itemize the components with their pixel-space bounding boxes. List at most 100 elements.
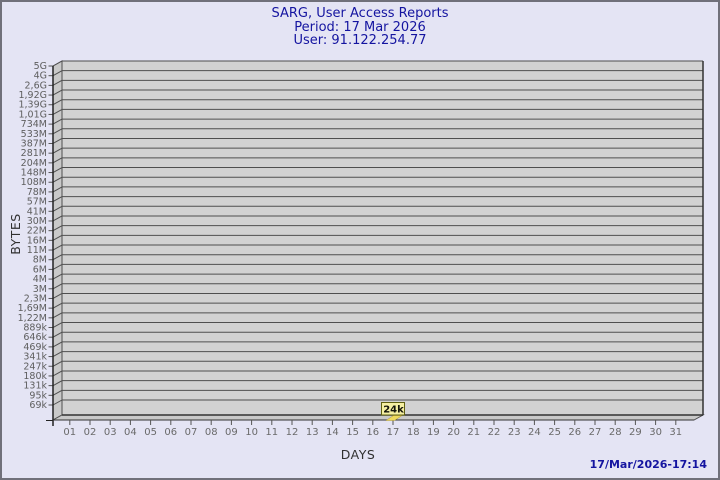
- x-tick-label: 26: [568, 427, 581, 438]
- x-tick-label: 06: [164, 427, 177, 438]
- y-wall-diagonal: [52, 215, 63, 222]
- plot-left-wall: [52, 60, 63, 421]
- y-tick-label: 41M: [27, 206, 47, 217]
- x-tick-label: 22: [488, 427, 501, 438]
- y-tick-label: 646k: [23, 332, 47, 343]
- x-tick-label: 01: [63, 427, 76, 438]
- x-tick-label: 20: [447, 427, 460, 438]
- y-tick-label: 16M: [27, 235, 47, 246]
- x-tick-label: 30: [649, 427, 662, 438]
- y-tick-label: 108M: [21, 177, 47, 188]
- y-wall-diagonal: [52, 244, 63, 251]
- x-tick-label: 02: [84, 427, 97, 438]
- y-wall-diagonal: [52, 234, 63, 241]
- y-tick-label: 4M: [33, 274, 47, 285]
- y-wall-diagonal: [52, 176, 63, 183]
- y-wall-diagonal: [52, 302, 63, 309]
- x-tick-label: 28: [609, 427, 622, 438]
- report-title: SARG, User Access Reports: [271, 6, 449, 21]
- y-axis-title: BYTES: [8, 213, 23, 255]
- y-tick-label: 22M: [27, 226, 47, 237]
- y-tick-label: 281M: [21, 148, 47, 159]
- y-wall-diagonal: [52, 196, 63, 203]
- y-tick-label: 2,3M: [24, 293, 47, 304]
- y-wall-diagonal: [52, 205, 63, 212]
- y-tick-label: 69k: [29, 400, 47, 411]
- x-tick-label: 21: [467, 427, 480, 438]
- x-tick-label: 29: [629, 427, 642, 438]
- value-tooltip: [381, 402, 405, 416]
- y-wall-diagonal: [52, 351, 63, 358]
- x-tick-label: 11: [265, 427, 278, 438]
- x-tick-label: 23: [508, 427, 521, 438]
- y-tick-label: 341k: [23, 352, 47, 363]
- report-period: Period: 17 Mar 2026: [294, 19, 426, 35]
- x-tick-label: 08: [205, 427, 218, 438]
- y-tick-label: 3M: [33, 284, 47, 295]
- y-tick-label: 8M: [33, 255, 47, 266]
- y-tick-label: 734M: [21, 119, 47, 130]
- y-tick-label: 1,92G: [18, 90, 47, 101]
- y-wall-diagonal: [52, 108, 63, 115]
- x-tick-label: 17: [387, 427, 400, 438]
- y-wall-diagonal: [52, 370, 63, 377]
- y-wall-diagonal: [52, 273, 63, 280]
- y-wall-diagonal: [52, 322, 63, 328]
- y-tick-label: 1,69M: [18, 303, 47, 314]
- y-wall-diagonal: [52, 380, 63, 387]
- y-tick-label: 204M: [21, 158, 47, 169]
- y-wall-diagonal: [52, 147, 63, 154]
- x-tick-label: 04: [124, 427, 137, 438]
- y-wall-diagonal: [52, 186, 63, 193]
- x-tick-label: 27: [589, 427, 602, 438]
- y-tick-label: 533M: [21, 129, 47, 140]
- y-wall-diagonal: [52, 70, 63, 77]
- x-tick-label: 13: [306, 427, 319, 438]
- y-tick-label: 1,01G: [18, 109, 47, 120]
- y-tick-label: 2,6G: [25, 80, 47, 91]
- y-wall-diagonal: [52, 399, 63, 406]
- y-tick-label: 180k: [23, 371, 47, 382]
- y-wall-diagonal: [52, 138, 63, 144]
- y-wall-diagonal: [52, 79, 63, 86]
- y-tick-label: 11M: [27, 245, 47, 256]
- y-wall-diagonal: [52, 157, 63, 164]
- y-wall-diagonal: [52, 99, 63, 106]
- y-tick-label: 95k: [29, 390, 47, 401]
- y-tick-label: 6M: [33, 264, 47, 275]
- generated-timestamp: 17/Mar/2026-17:14: [589, 458, 707, 471]
- plot-back-wall: [62, 61, 703, 415]
- y-tick-label: 889k: [23, 323, 47, 334]
- y-wall-diagonal: [52, 283, 63, 290]
- x-tick-label: 10: [245, 427, 258, 438]
- y-wall-diagonal: [52, 360, 63, 367]
- x-tick-label: 24: [528, 427, 541, 438]
- y-wall-diagonal: [52, 167, 63, 173]
- y-wall-diagonal: [52, 89, 63, 96]
- y-wall-diagonal: [52, 60, 63, 67]
- y-wall-diagonal: [52, 128, 63, 135]
- y-wall-diagonal: [52, 341, 63, 348]
- y-wall-diagonal: [52, 331, 63, 338]
- x-tick-label: 18: [407, 427, 420, 438]
- report-user: User: 91.122.254.77: [293, 33, 427, 48]
- y-tick-label: 148M: [21, 168, 47, 179]
- y-tick-label: 4G: [34, 71, 47, 82]
- x-tick-label: 14: [326, 427, 339, 438]
- y-wall-diagonal: [52, 118, 63, 125]
- y-wall-diagonal: [52, 293, 63, 299]
- y-tick-label: 247k: [23, 361, 47, 372]
- y-tick-label: 131k: [23, 381, 47, 392]
- x-tick-label: 12: [286, 427, 299, 438]
- x-tick-label: 31: [669, 427, 682, 438]
- y-wall-diagonal: [52, 225, 63, 232]
- y-tick-label: 30M: [27, 216, 47, 227]
- x-tick-label: 05: [144, 427, 157, 438]
- y-wall-diagonal: [52, 263, 63, 270]
- x-tick-label: 07: [185, 427, 198, 438]
- y-tick-label: 387M: [21, 138, 47, 149]
- y-tick-label: 5G: [34, 61, 47, 72]
- y-wall-diagonal: [52, 254, 63, 261]
- tooltip-label: 24k: [383, 405, 404, 416]
